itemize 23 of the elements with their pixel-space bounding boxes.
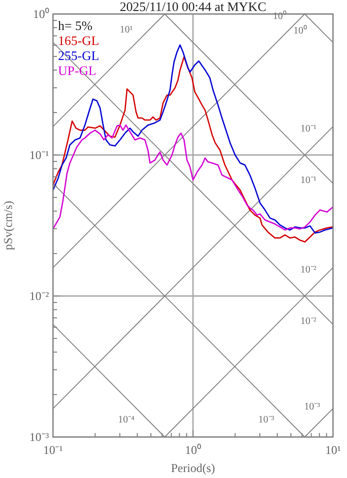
annotation: 10⁻² [300, 264, 316, 276]
x-tick-label: 10⁻¹ [43, 443, 64, 457]
annotation: 10¹ [120, 25, 133, 36]
chart-title: 2025/11/10 00:44 at MYKC [120, 0, 266, 14]
y-axis-title: pSv(cm/s) [1, 200, 15, 250]
annotation: 10⁻¹ [300, 124, 316, 135]
x-tick-label: 10⁰ [185, 443, 201, 457]
y-tick-label: 10⁻² [29, 289, 50, 303]
annotation: h= 5% [58, 18, 93, 33]
annotation: 10⁻⁴ [118, 414, 136, 426]
y-tick-label: 10⁻³ [29, 430, 50, 444]
annotation: 10⁻³ [258, 414, 274, 426]
annotation: 10⁰ [293, 24, 308, 37]
annotation: 10⁻³ [304, 402, 320, 413]
y-tick-label: 10⁰ [33, 7, 49, 21]
annotation: 10⁻² [300, 316, 316, 328]
text: 165-GL [58, 33, 100, 48]
y-tick-label: 10⁻¹ [29, 148, 50, 162]
text: 255-GL [58, 48, 100, 63]
text: UP-GL [58, 63, 96, 78]
x-axis-title: Period(s) [171, 461, 215, 475]
annotation: 10⁻¹ [300, 175, 316, 186]
x-tick-label: 10¹ [325, 443, 342, 457]
